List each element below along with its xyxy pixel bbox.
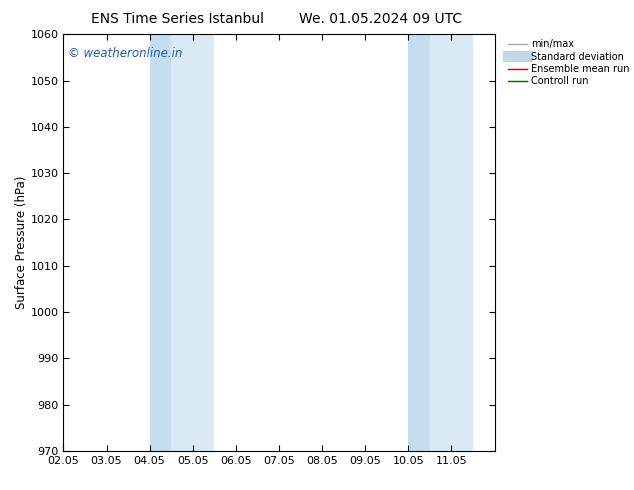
Bar <box>430 34 473 451</box>
Text: ENS Time Series Istanbul: ENS Time Series Istanbul <box>91 12 264 26</box>
Legend: min/max, Standard deviation, Ensemble mean run, Controll run: min/max, Standard deviation, Ensemble me… <box>508 39 630 86</box>
Text: We. 01.05.2024 09 UTC: We. 01.05.2024 09 UTC <box>299 12 462 26</box>
Bar <box>408 34 430 451</box>
Bar <box>150 34 171 451</box>
Bar <box>171 34 214 451</box>
Y-axis label: Surface Pressure (hPa): Surface Pressure (hPa) <box>15 176 28 309</box>
Text: © weatheronline.in: © weatheronline.in <box>68 47 182 60</box>
